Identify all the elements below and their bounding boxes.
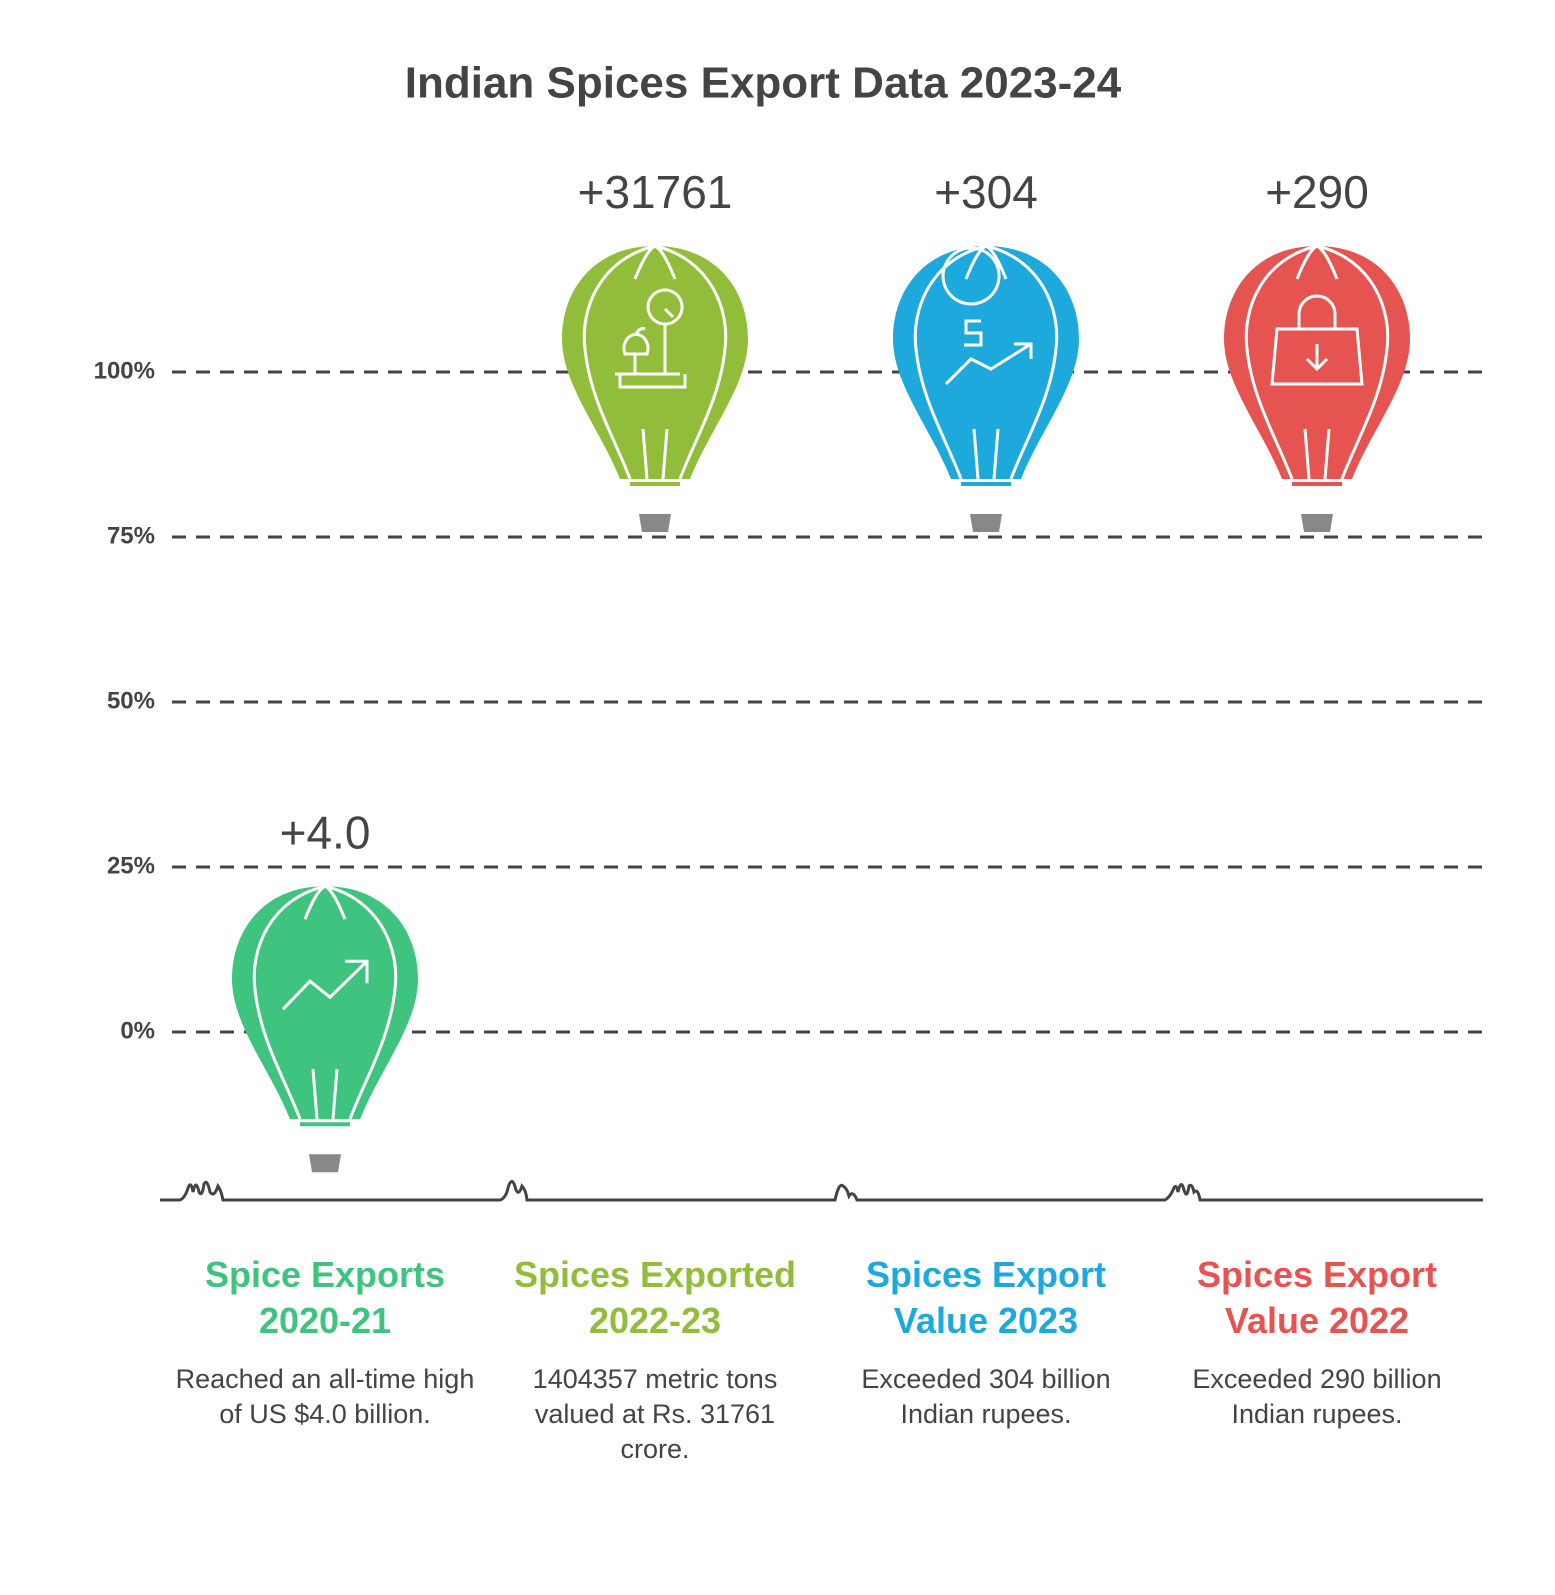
- caption-title: Spices Export Value 2022: [1196, 1254, 1438, 1341]
- balloon-body: [893, 246, 1079, 479]
- caption-text: Exceeded 290 billion Indian rupees.: [1192, 1364, 1442, 1429]
- caption: Spice Exports 2020-21 Reached an all-time…: [175, 1252, 475, 1432]
- balloon-line: [913, 244, 1059, 480]
- value-annotation: +4.0: [280, 806, 371, 858]
- y-tick-label: 50%: [107, 687, 155, 714]
- caption-title: Spice Exports 2020-21: [204, 1254, 446, 1341]
- chart-title: Indian Spices Export Data 2023-24: [405, 59, 1122, 108]
- caption: Spices Export Value 2023 Exceeded 304 bil…: [836, 1252, 1136, 1432]
- caption: Spices Exported 2022-23 1404357 metric to…: [505, 1252, 805, 1467]
- balloon: [562, 244, 748, 532]
- caption-title: Spices Export Value 2023: [865, 1254, 1107, 1341]
- y-tick-label: 25%: [107, 852, 155, 879]
- value-annotation: +290: [1265, 166, 1369, 218]
- balloon: [893, 244, 1079, 532]
- balloon-line: [1244, 244, 1390, 480]
- caption: Spices Export Value 2022 Exceeded 290 bil…: [1167, 1252, 1467, 1432]
- basket: [1301, 514, 1333, 532]
- basket: [639, 514, 671, 532]
- value-annotation: +31761: [578, 166, 733, 218]
- icon: [281, 959, 369, 1011]
- y-tick-label: 100%: [94, 357, 155, 384]
- basket: [970, 514, 1002, 532]
- caption-text: Reached an all-time high of US $4.0 bill…: [175, 1364, 475, 1429]
- balloon-line: [582, 244, 728, 480]
- y-tick-label: 0%: [120, 1017, 155, 1044]
- ground: [160, 1180, 1483, 1202]
- caption-text: Exceeded 304 billion Indian rupees.: [861, 1364, 1111, 1429]
- balloon: [232, 884, 418, 1173]
- balloon-body: [562, 246, 748, 479]
- balloon-body: [232, 886, 418, 1120]
- value-annotation: +304: [934, 166, 1038, 218]
- balloon-line: [252, 884, 398, 1120]
- basket: [309, 1154, 341, 1173]
- caption-text: 1404357 metric tons valued at Rs. 31761 …: [532, 1364, 778, 1464]
- icon: [615, 288, 687, 389]
- balloon: [1224, 244, 1410, 532]
- icon: [941, 246, 1033, 386]
- y-tick-label: 75%: [107, 522, 155, 549]
- caption-title: Spices Exported 2022-23: [513, 1254, 797, 1341]
- icon: [1270, 294, 1364, 386]
